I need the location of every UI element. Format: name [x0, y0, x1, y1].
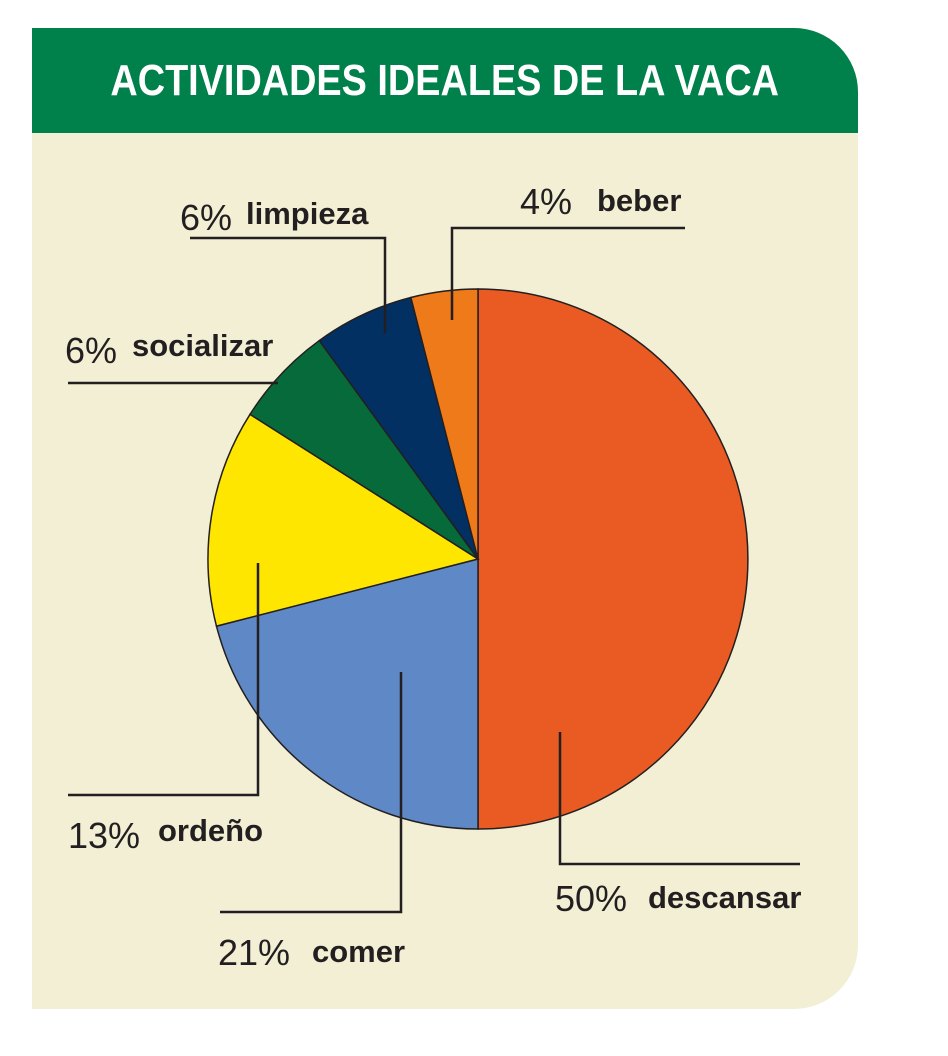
- leader-line-comer: [220, 672, 403, 914]
- data-label-percent-comer: 21%: [218, 932, 290, 973]
- leader-line-ordeno: [68, 563, 260, 797]
- leader-line-beber: [450, 226, 685, 320]
- data-label-name-descansar: descansar: [648, 880, 801, 915]
- data-label-name-socializar: socializar: [132, 328, 273, 363]
- pie-slice-comer: [215, 558, 479, 830]
- leader-line-descansar: [558, 732, 800, 866]
- data-label-name-comer: comer: [312, 934, 405, 969]
- pie-slice-descansar: [477, 288, 749, 830]
- title-bar: ACTIVIDADES IDEALES DE LA VACA: [32, 28, 858, 133]
- data-label-name-ordeno: ordeño: [158, 813, 263, 848]
- chart-title: ACTIVIDADES IDEALES DE LA VACA: [110, 55, 780, 105]
- data-label-percent-beber: 4%: [520, 181, 572, 222]
- data-label-percent-limpieza: 6%: [180, 197, 232, 238]
- pie-slice-ordeno: [207, 413, 480, 628]
- leader-line-limpieza: [190, 236, 387, 333]
- data-label-percent-ordeno: 13%: [68, 815, 140, 856]
- data-label-name-beber: beber: [597, 183, 681, 218]
- pie-slice-beber: [409, 288, 479, 560]
- data-label-name-limpieza: limpieza: [246, 196, 369, 231]
- data-label-percent-descansar: 50%: [555, 878, 627, 919]
- data-label-percent-socializar: 6%: [65, 330, 117, 371]
